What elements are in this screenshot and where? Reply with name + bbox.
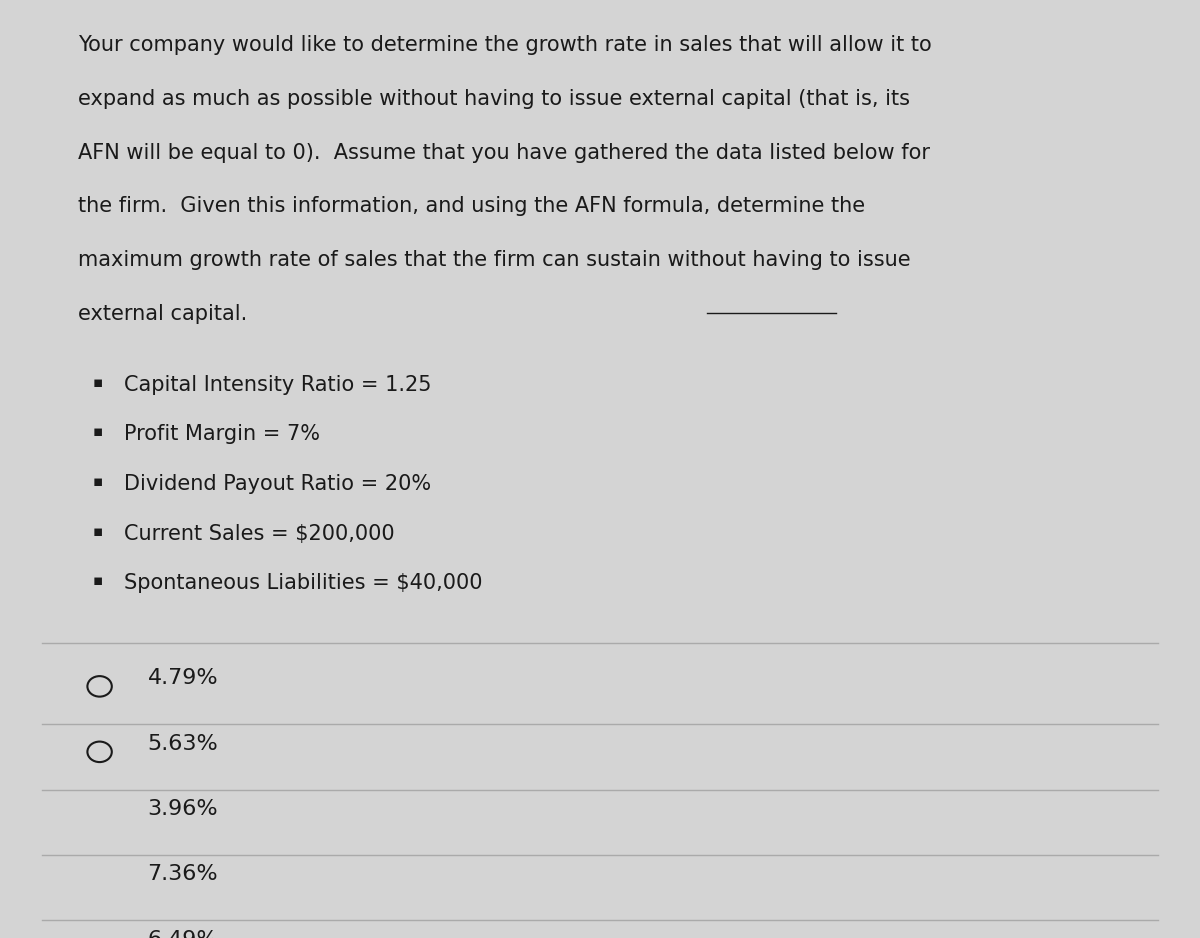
Text: Your company would like to determine the growth rate in sales that will allow it: Your company would like to determine the… <box>78 36 931 55</box>
Text: AFN will be equal to 0).  Assume that you have gathered the data listed below fo: AFN will be equal to 0). Assume that you… <box>78 143 930 163</box>
Text: ▪: ▪ <box>92 474 103 489</box>
Text: AFN formula: AFN formula <box>78 196 206 217</box>
Text: Dividend Payout Ratio = 20%: Dividend Payout Ratio = 20% <box>124 474 431 494</box>
Text: ▪: ▪ <box>92 424 103 439</box>
Text: 5.63%: 5.63% <box>148 734 218 753</box>
Text: Profit Margin = 7%: Profit Margin = 7% <box>124 424 319 445</box>
Text: 7.36%: 7.36% <box>148 865 218 885</box>
Text: ▪: ▪ <box>92 374 103 389</box>
Text: Spontaneous Liabilities = $40,000: Spontaneous Liabilities = $40,000 <box>124 573 482 594</box>
Text: 4.79%: 4.79% <box>148 668 218 688</box>
Text: the firm.  Given this information, and using the: the firm. Given this information, and us… <box>78 196 575 217</box>
Text: 3.96%: 3.96% <box>148 799 218 819</box>
Text: 6.49%: 6.49% <box>148 930 218 938</box>
Text: maximum growth rate of sales that the firm can sustain without having to issue: maximum growth rate of sales that the fi… <box>78 250 911 270</box>
Text: the firm.  Given this information, and using the AFN formula, determine the: the firm. Given this information, and us… <box>78 196 865 217</box>
Text: external capital.: external capital. <box>78 304 247 324</box>
Text: ▪: ▪ <box>92 573 103 588</box>
Text: Current Sales = $200,000: Current Sales = $200,000 <box>124 523 395 544</box>
Text: ▪: ▪ <box>92 523 103 538</box>
Text: expand as much as possible without having to issue external capital (that is, it: expand as much as possible without havin… <box>78 89 910 109</box>
Text: Capital Intensity Ratio = 1.25: Capital Intensity Ratio = 1.25 <box>124 374 431 395</box>
